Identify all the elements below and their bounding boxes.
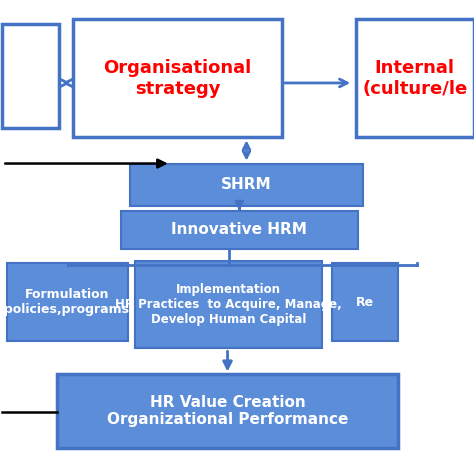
FancyBboxPatch shape	[57, 374, 398, 448]
Text: Formulation
(policies,programs): Formulation (policies,programs)	[0, 288, 136, 316]
Text: HR Value Creation
Organizational Performance: HR Value Creation Organizational Perform…	[107, 395, 348, 428]
Text: Re: Re	[356, 296, 374, 309]
Text: Internal
(culture/le: Internal (culture/le	[362, 59, 467, 98]
Text: SHRM: SHRM	[221, 177, 272, 192]
FancyBboxPatch shape	[73, 19, 282, 137]
FancyBboxPatch shape	[332, 263, 398, 341]
FancyBboxPatch shape	[130, 164, 363, 206]
Text: Organisational
strategy: Organisational strategy	[104, 59, 252, 98]
FancyBboxPatch shape	[2, 24, 59, 128]
Text: Innovative HRM: Innovative HRM	[172, 222, 307, 237]
FancyBboxPatch shape	[7, 263, 128, 341]
FancyBboxPatch shape	[135, 261, 322, 348]
FancyBboxPatch shape	[356, 19, 474, 137]
Text: Implementation
HR Practices  to Acquire, Manage,
Develop Human Capital: Implementation HR Practices to Acquire, …	[115, 283, 342, 326]
FancyBboxPatch shape	[121, 211, 358, 249]
